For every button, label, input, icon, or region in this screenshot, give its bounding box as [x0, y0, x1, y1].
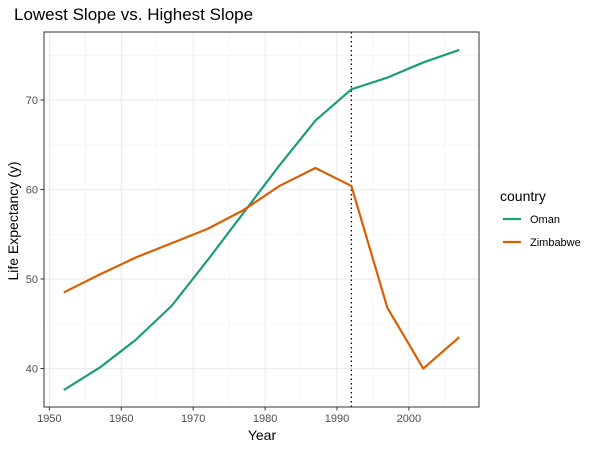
y-axis-title: Life Expectancy (y) — [5, 161, 21, 280]
series-line-zimbabwe — [63, 166, 460, 370]
legend: country Oman Zimbabwe — [500, 188, 581, 249]
x-tick-label: 2000 — [397, 413, 421, 425]
y-tick-label: 60 — [26, 185, 38, 197]
x-tick-label: 1990 — [325, 413, 349, 425]
y-tick-label: 50 — [26, 274, 38, 286]
y-axis: 40 50 60 70 — [26, 95, 44, 376]
legend-title: country — [500, 188, 546, 204]
y-tick-label: 40 — [26, 364, 38, 376]
legend-label-oman: Oman — [530, 214, 560, 226]
plot-background — [44, 32, 479, 407]
x-tick-label: 1960 — [109, 413, 133, 425]
x-axis: 1950 1960 1970 1980 1990 2000 — [37, 407, 421, 425]
y-tick-label: 70 — [26, 95, 38, 107]
chart-title: Lowest Slope vs. Highest Slope — [14, 5, 253, 24]
x-tick-label: 1950 — [37, 413, 61, 425]
x-axis-title: Year — [248, 427, 277, 443]
plot-border — [43, 31, 480, 408]
x-tick-label: 1970 — [181, 413, 205, 425]
plot-panel — [43, 31, 480, 408]
x-tick-label: 1980 — [253, 413, 277, 425]
legend-label-zimbabwe: Zimbabwe — [530, 237, 581, 249]
series-line-oman — [63, 48, 460, 391]
